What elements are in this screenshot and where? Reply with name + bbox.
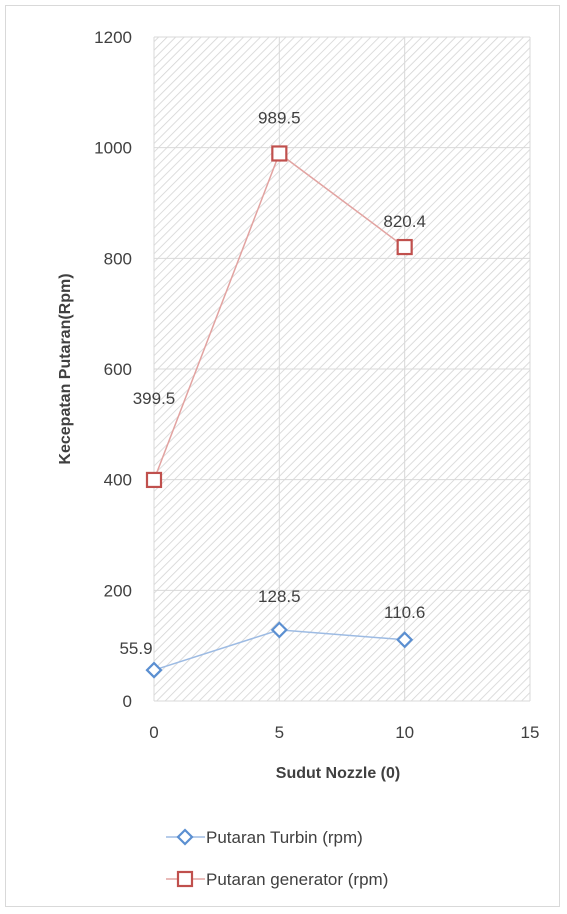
data-label: 110.6 <box>384 603 425 622</box>
x-axis-ticks: 0 5 10 15 <box>149 723 539 742</box>
diamond-marker <box>176 828 194 846</box>
data-label: 128.5 <box>258 587 301 606</box>
y-axis-ticks: 0 200 400 600 800 1000 1200 <box>94 28 132 711</box>
square-marker <box>396 238 413 256</box>
data-label: 399.5 <box>133 389 176 408</box>
legend-label: Putaran generator (rpm) <box>206 870 388 889</box>
series-group <box>145 145 414 679</box>
legend-item: Putaran Turbin (rpm) <box>166 828 363 847</box>
x-axis-title: Sudut Nozzle (0) <box>276 765 400 782</box>
legend: Putaran Turbin (rpm) Putaran generator (r… <box>166 828 388 889</box>
y-tick-label: 1200 <box>94 28 132 47</box>
y-tick-label: 1000 <box>94 139 132 158</box>
x-tick-label: 0 <box>149 723 158 742</box>
y-tick-label: 800 <box>104 249 132 268</box>
data-label: 55.9 <box>119 639 152 658</box>
diamond-marker <box>396 631 414 649</box>
data-label: 989.5 <box>258 108 301 127</box>
square-marker <box>176 870 194 888</box>
square-marker <box>145 471 163 489</box>
legend-item: Putaran generator (rpm) <box>166 870 388 889</box>
diamond-marker <box>145 661 163 679</box>
y-tick-label: 0 <box>123 692 132 711</box>
x-tick-label: 10 <box>395 723 414 742</box>
data-labels-group: 55.9 128.5 110.6 399.5 989.5 820.4 <box>119 108 425 658</box>
x-tick-label: 5 <box>275 723 284 742</box>
y-tick-label: 200 <box>104 581 132 600</box>
data-label: 820.4 <box>383 212 426 231</box>
legend-label: Putaran Turbin (rpm) <box>206 828 363 847</box>
diamond-marker <box>270 621 288 639</box>
gridlines <box>153 36 531 702</box>
x-tick-label: 15 <box>521 723 540 742</box>
y-axis-title: Kecepatan Putaran(Rpm) <box>57 273 74 464</box>
square-marker <box>271 145 288 162</box>
y-tick-label: 400 <box>104 471 132 490</box>
y-tick-label: 600 <box>104 360 132 379</box>
